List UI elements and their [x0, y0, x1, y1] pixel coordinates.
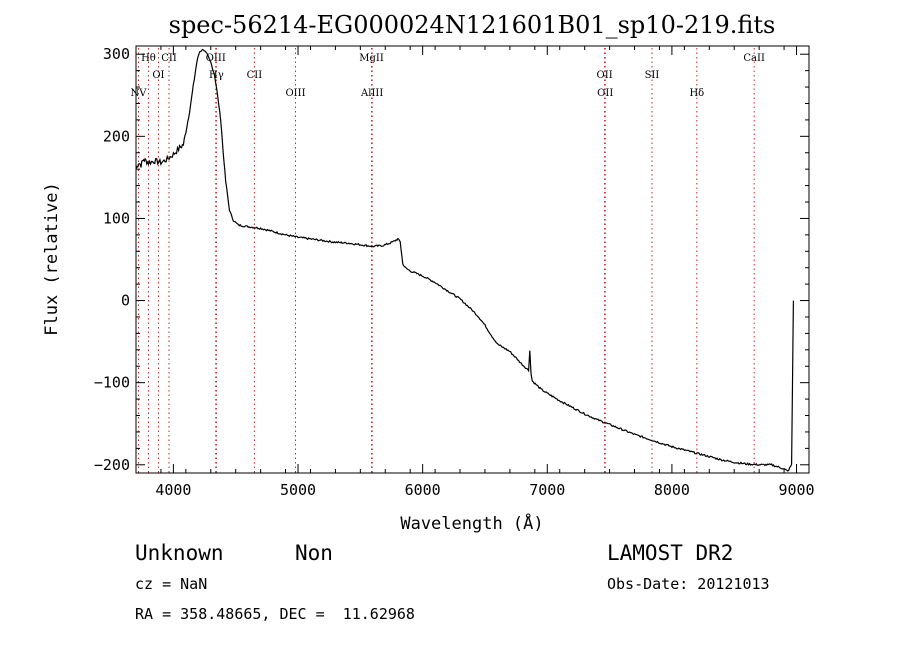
plot-frame: [135, 45, 810, 474]
chart-title: spec-56214-EG000024N121601B01_sp10-219.f…: [169, 11, 776, 39]
y-axis: −200 −100 0 100 200 300: [94, 45, 809, 474]
line-marker-label: OII: [597, 88, 613, 99]
line-marker-label: CII: [247, 70, 263, 81]
y-tick-label: 200: [103, 127, 130, 145]
coordinates: RA = 358.48665, DEC = 11.62968: [135, 605, 415, 623]
line-marker-label: OIII: [285, 88, 305, 99]
line-marker-label: AlIII: [360, 88, 383, 99]
x-tick-label: 9000: [778, 481, 814, 499]
survey-name: LAMOST DR2: [607, 541, 734, 565]
line-marker-label: CaII: [743, 53, 765, 64]
line-marker-label: SII: [645, 70, 660, 81]
redshift-cz: cz = NaN: [135, 575, 208, 593]
line-marker-label: OI: [152, 70, 164, 81]
line-marker-label: OIII: [206, 53, 226, 64]
x-tick-label: 4000: [155, 481, 191, 499]
line-marker-label: Hθ: [141, 53, 156, 64]
object-class: Unknown: [135, 541, 224, 565]
y-tick-label: −100: [94, 374, 130, 392]
emission-line-markers: NV Hθ OI CII OIII Hγ CII OIII MgII AlIII OII OII SII…: [131, 48, 765, 473]
x-tick-label: 8000: [654, 481, 690, 499]
spectrum-line: [135, 48, 794, 472]
line-marker-label: NV: [131, 88, 148, 99]
x-axis: 4000 5000 6000 7000 8000 9000: [135, 46, 815, 499]
line-marker-label: CII: [161, 53, 177, 64]
x-axis-label: Wavelength (Å): [400, 512, 543, 534]
line-marker-label: MgII: [359, 53, 384, 64]
y-tick-label: −200: [94, 456, 130, 474]
y-tick-label: 300: [103, 45, 130, 63]
y-tick-label: 0: [121, 292, 130, 310]
object-subclass: Non: [295, 541, 333, 565]
x-tick-label: 6000: [405, 481, 441, 499]
y-axis-label: Flux (relative): [42, 182, 62, 336]
line-marker-label: Hγ: [209, 70, 224, 81]
y-tick-label: 100: [103, 209, 130, 227]
x-tick-label: 5000: [280, 481, 316, 499]
line-marker-label: Hδ: [689, 88, 704, 99]
observation-date: Obs-Date: 20121013: [607, 575, 770, 593]
x-tick-label: 7000: [529, 481, 565, 499]
line-marker-label: OII: [597, 70, 613, 81]
